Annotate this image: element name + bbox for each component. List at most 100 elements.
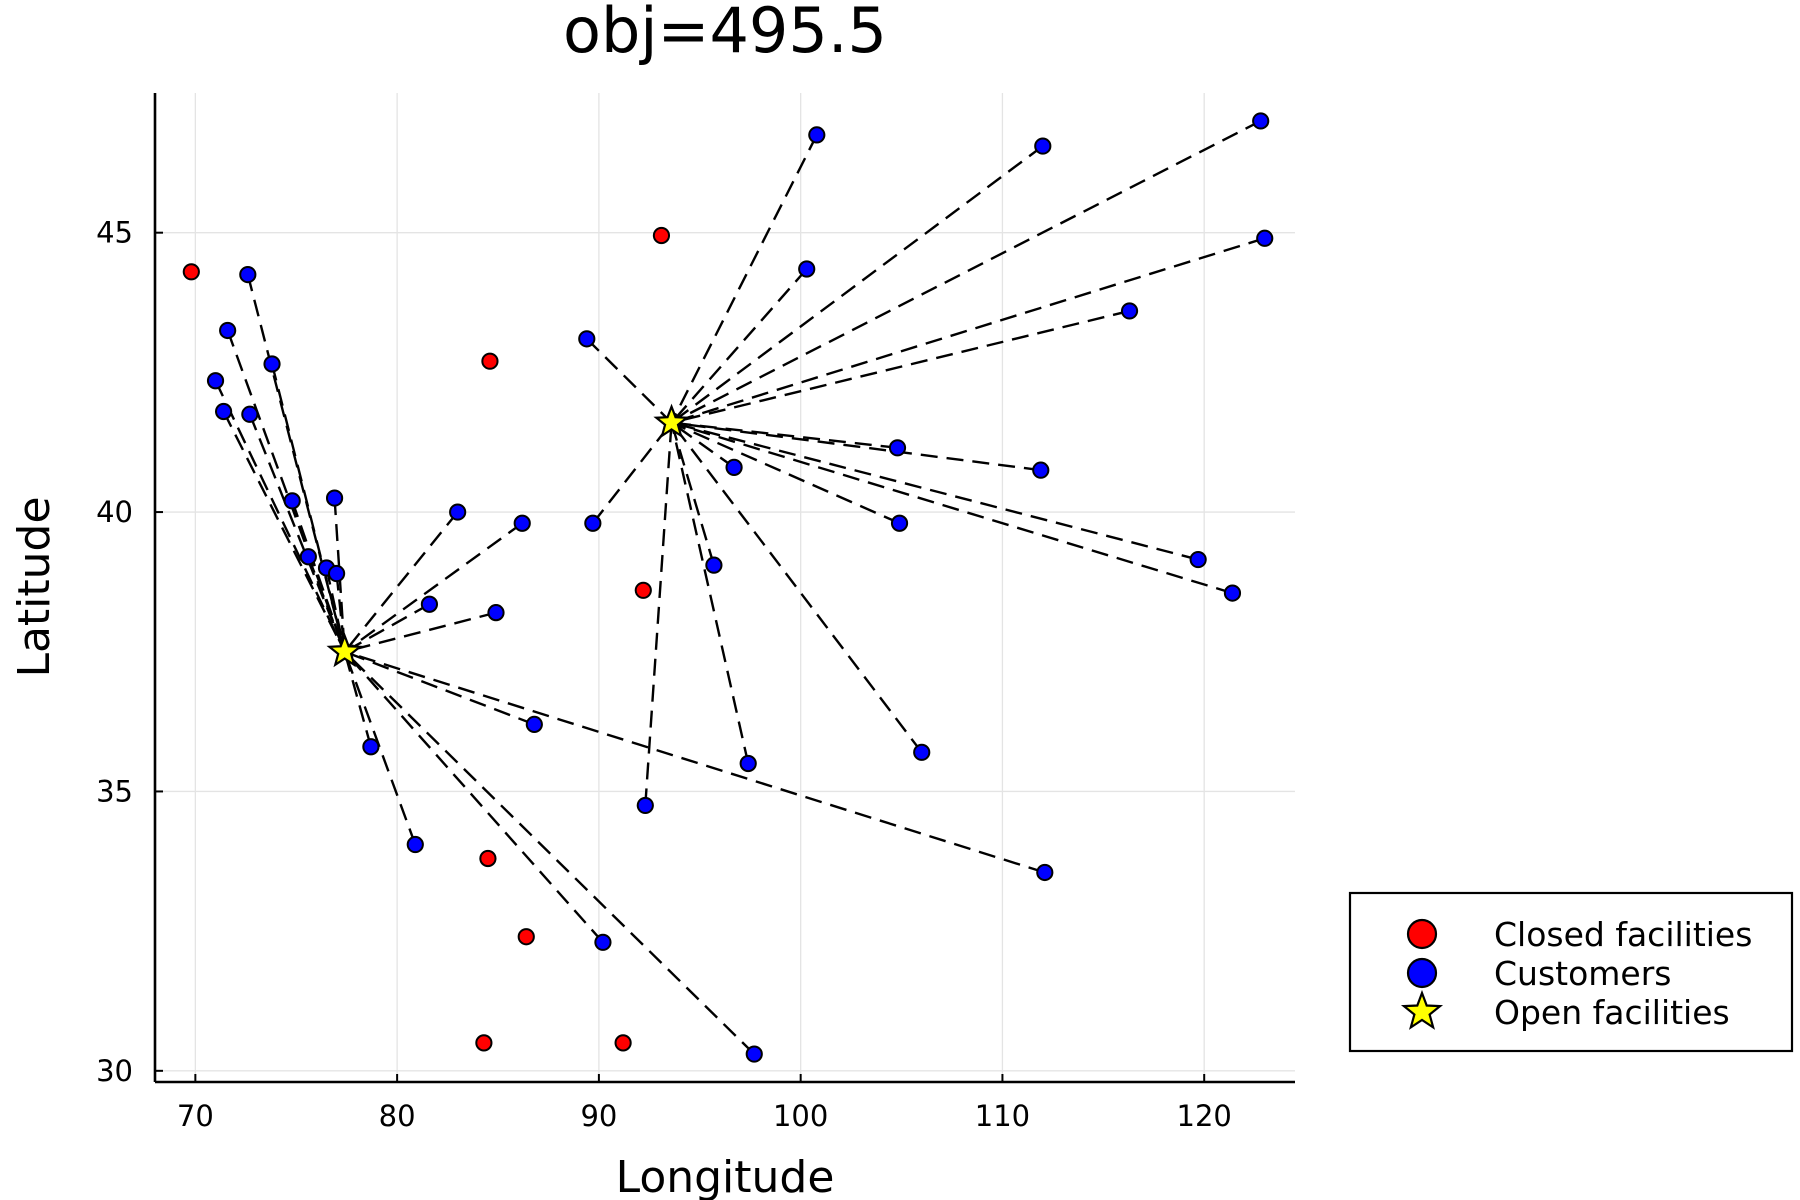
data-points bbox=[182, 112, 1274, 1063]
y-tick-label: 30 bbox=[96, 1054, 133, 1088]
closed-facility-point bbox=[182, 263, 200, 281]
assignment-line bbox=[671, 309, 1130, 424]
assignment-line bbox=[344, 650, 1046, 874]
assignment-line bbox=[343, 650, 756, 1055]
closed-facility-point bbox=[614, 1034, 632, 1052]
customer-point bbox=[1189, 550, 1207, 569]
customer-point bbox=[283, 492, 301, 510]
customer-point bbox=[594, 933, 612, 951]
x-tick-label: 70 bbox=[177, 1099, 214, 1133]
customer-point bbox=[215, 402, 233, 421]
assignment-line bbox=[670, 422, 750, 764]
assignment-line bbox=[291, 500, 346, 653]
assignment-line bbox=[670, 421, 735, 469]
y-axis-label: Latitude bbox=[9, 496, 60, 677]
customer-point bbox=[299, 548, 317, 566]
customer-point bbox=[636, 796, 654, 815]
customer-point bbox=[525, 715, 543, 733]
grid bbox=[155, 93, 1295, 1082]
x-tick-label: 110 bbox=[975, 1099, 1030, 1133]
assignment-line bbox=[344, 650, 535, 726]
assignment-line bbox=[670, 134, 818, 424]
x-tick-label: 80 bbox=[379, 1099, 416, 1133]
assignment-line bbox=[226, 330, 346, 653]
customer-point bbox=[325, 489, 344, 507]
assignment-line bbox=[325, 567, 346, 653]
customer-point bbox=[219, 321, 237, 340]
open-facility-star bbox=[326, 632, 363, 668]
chart-title: obj=495.5 bbox=[563, 0, 887, 67]
customer-point bbox=[1252, 112, 1270, 130]
open-facility-star bbox=[653, 403, 690, 439]
x-tick-label: 90 bbox=[580, 1099, 617, 1133]
customer-point bbox=[263, 355, 281, 373]
customer-point bbox=[584, 514, 602, 532]
assignment-line bbox=[670, 119, 1262, 424]
legend-label: Closed facilities bbox=[1494, 915, 1752, 954]
assignment-line bbox=[671, 421, 1041, 472]
assignment-line bbox=[307, 556, 346, 653]
assignment-line bbox=[670, 421, 923, 754]
assignment-line bbox=[671, 421, 1199, 561]
legend-circle-icon bbox=[1406, 957, 1438, 989]
assignment-line bbox=[343, 651, 417, 845]
assignment-line bbox=[343, 651, 373, 748]
customer-point bbox=[327, 564, 346, 583]
y-ticks: 30 35 40 45 bbox=[96, 216, 163, 1088]
customer-point bbox=[449, 503, 467, 521]
closed-facility-point bbox=[517, 928, 535, 946]
closed-facility-point bbox=[652, 226, 671, 245]
customer-point bbox=[725, 458, 743, 476]
customer-point bbox=[239, 265, 257, 284]
assignment-line bbox=[670, 268, 808, 424]
assignment-line bbox=[671, 421, 898, 450]
customer-point bbox=[362, 738, 380, 756]
customer-point bbox=[578, 330, 596, 348]
customer-point bbox=[513, 514, 531, 532]
customer-point bbox=[406, 835, 424, 854]
y-tick-label: 45 bbox=[96, 216, 133, 250]
legend-star-icon bbox=[1400, 989, 1444, 1030]
customer-point bbox=[241, 405, 259, 423]
assignment-line bbox=[671, 421, 1233, 595]
customer-point bbox=[206, 372, 225, 390]
assignment-line bbox=[644, 422, 673, 806]
customer-point bbox=[739, 754, 757, 773]
x-axis-label: Longitude bbox=[616, 1152, 835, 1200]
customer-point bbox=[1034, 137, 1052, 155]
closed-facility-point bbox=[634, 581, 652, 599]
customer-point bbox=[1256, 229, 1274, 247]
assignment-lines bbox=[214, 119, 1266, 1055]
assignment-line bbox=[585, 337, 673, 424]
assignment-line bbox=[344, 611, 497, 653]
customer-point bbox=[890, 514, 909, 532]
customer-point bbox=[808, 126, 826, 144]
x-ticks: 70 80 90 100 110 120 bbox=[177, 1074, 1232, 1133]
customer-point bbox=[913, 743, 931, 761]
legend-label: Customers bbox=[1494, 954, 1672, 993]
y-tick-label: 40 bbox=[96, 495, 133, 529]
axes bbox=[153, 93, 1295, 1084]
customer-point bbox=[888, 439, 907, 457]
customer-point bbox=[1036, 863, 1054, 882]
assignment-line bbox=[591, 421, 673, 524]
assignment-line bbox=[344, 603, 430, 653]
customer-point bbox=[745, 1045, 763, 1063]
closed-facility-point bbox=[481, 352, 499, 370]
customer-point bbox=[798, 260, 816, 278]
assignment-line bbox=[343, 522, 523, 653]
x-tick-label: 100 bbox=[773, 1099, 828, 1133]
closed-facility-point bbox=[475, 1034, 493, 1052]
legend-label: Open facilities bbox=[1494, 993, 1730, 1032]
customer-point bbox=[705, 556, 723, 574]
customer-point bbox=[1032, 461, 1050, 479]
assignment-line bbox=[343, 650, 604, 944]
assignment-line bbox=[270, 363, 346, 653]
assignment-line bbox=[222, 410, 346, 653]
customer-point bbox=[1120, 302, 1139, 320]
y-tick-label: 35 bbox=[96, 774, 133, 808]
assignment-line bbox=[343, 511, 459, 653]
customer-point bbox=[420, 595, 439, 613]
